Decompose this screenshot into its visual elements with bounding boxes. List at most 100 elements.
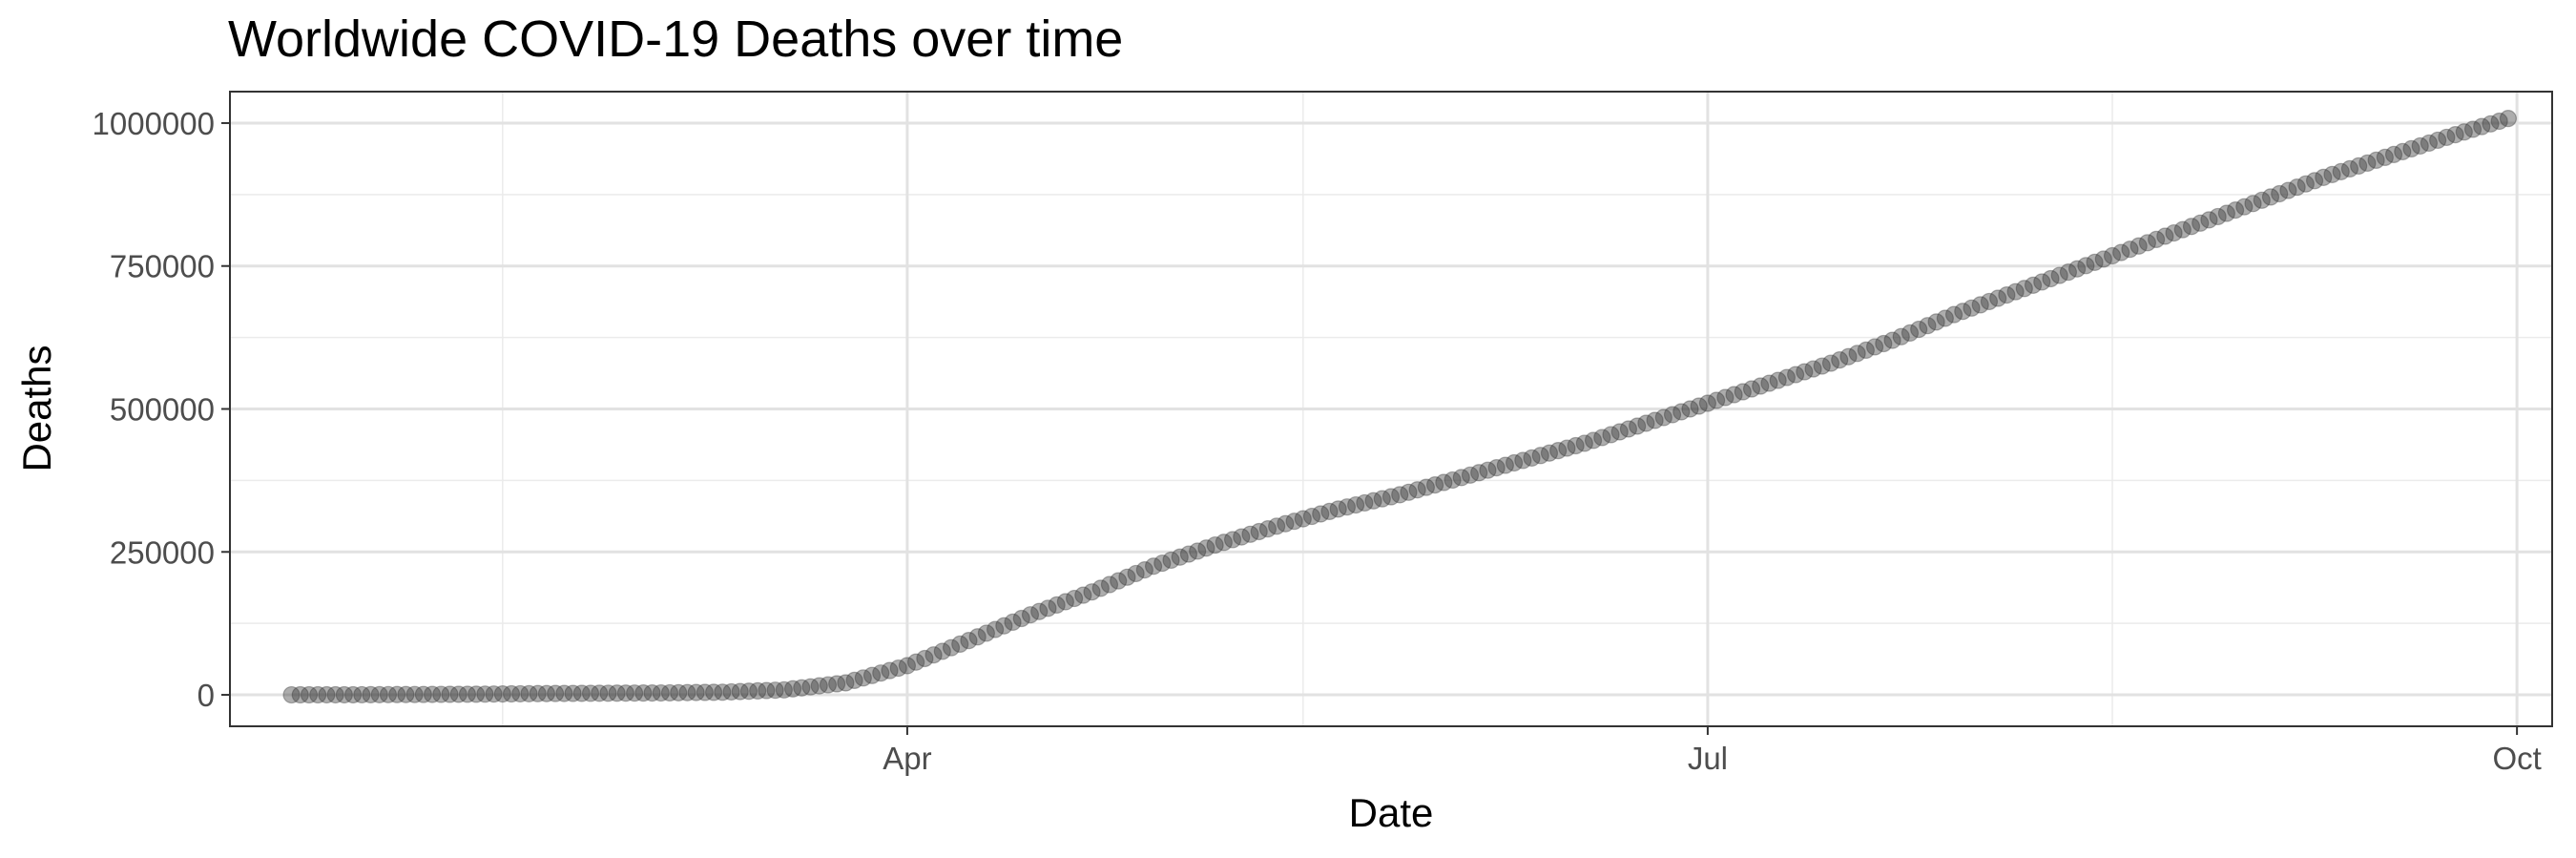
data-point (1144, 557, 1163, 575)
data-point-interpolated (511, 684, 530, 703)
data-point (2129, 237, 2148, 255)
data-point-interpolated (2024, 276, 2043, 294)
data-point (652, 683, 670, 702)
data-point-interpolated (370, 685, 388, 703)
data-point-interpolated (1277, 514, 1295, 533)
data-point-interpolated (1258, 520, 1278, 538)
data-point (343, 685, 363, 704)
data-point-interpolated (1927, 313, 1945, 331)
data-point-interpolated (1654, 408, 1672, 427)
data-point-interpolated (1646, 411, 1664, 429)
data-point-interpolated (335, 685, 353, 704)
data-point-interpolated (2490, 112, 2508, 131)
data-point-interpolated (599, 684, 617, 702)
data-point-interpolated (2473, 117, 2491, 136)
data-point-interpolated (502, 684, 521, 703)
data-point-interpolated (1910, 320, 1928, 339)
data-point-interpolated (2156, 227, 2174, 245)
data-point (2315, 168, 2333, 186)
data-point-interpolated (1777, 368, 1796, 387)
data-point-interpolated (1865, 338, 1884, 356)
data-point-interpolated (1558, 439, 1576, 457)
data-point-interpolated (1505, 453, 1524, 472)
data-point-interpolated (520, 684, 538, 702)
data-point-interpolated (1725, 386, 1743, 404)
data-point (1698, 394, 1717, 412)
data-point-interpolated (881, 661, 899, 680)
data-point-interpolated (2332, 162, 2350, 180)
data-point-interpolated (1734, 383, 1752, 401)
data-point-interpolated (749, 681, 767, 700)
data-point-interpolated (1919, 317, 1937, 335)
data-point-interpolated (353, 685, 371, 704)
data-point-interpolated (1629, 417, 1647, 435)
data-point-interpolated (1012, 609, 1030, 628)
data-point (1206, 535, 1224, 555)
data-point-interpolated (1338, 498, 1357, 516)
data-point-interpolated (1285, 513, 1303, 531)
data-point-interpolated (1742, 380, 1761, 398)
data-point-interpolated (362, 685, 380, 703)
y-axis-title: Deaths (14, 345, 59, 471)
data-point-interpolated (1425, 475, 1444, 494)
data-point-interpolated (2271, 184, 2289, 203)
data-point-interpolated (1320, 502, 1339, 521)
data-point-interpolated (1110, 572, 1128, 590)
data-point-interpolated (1769, 371, 1787, 389)
data-point-interpolated (458, 685, 477, 703)
data-point-interpolated (2235, 198, 2254, 216)
y-tick-label: 0 (197, 678, 215, 713)
data-point (1452, 469, 1470, 487)
data-point (2006, 283, 2025, 301)
data-point (2192, 214, 2210, 232)
data-point (1760, 374, 1778, 392)
data-point-interpolated (1461, 466, 1480, 484)
data-point (837, 674, 855, 692)
data-point-interpolated (1091, 579, 1110, 597)
data-point (529, 684, 547, 702)
data-point-interpolated (388, 685, 406, 703)
data-point-interpolated (1804, 360, 1822, 378)
data-point-interpolated (326, 685, 344, 704)
data-point-interpolated (1171, 548, 1189, 566)
data-point-interpolated (2015, 280, 2033, 298)
data-point-interpolated (2226, 200, 2245, 220)
data-point-interpolated (1197, 539, 1215, 557)
data-point-interpolated (2042, 269, 2060, 288)
data-point-interpolated (1540, 444, 1559, 462)
data-point-interpolated (397, 685, 415, 703)
data-point (775, 680, 793, 699)
data-point-interpolated (854, 669, 872, 687)
data-point-interpolated (2305, 172, 2324, 190)
data-point-interpolated (793, 679, 811, 697)
data-point-interpolated (951, 635, 969, 654)
x-tick-label: Jul (1688, 741, 1728, 776)
data-point-interpolated (2288, 178, 2306, 197)
data-point (714, 683, 732, 701)
data-point-interpolated (739, 682, 758, 701)
data-point-interpolated (537, 684, 556, 702)
data-point-interpolated (1364, 492, 1382, 510)
data-point-interpolated (1672, 403, 1691, 421)
data-point-interpolated (555, 684, 573, 702)
data-point-interpolated (1752, 377, 1770, 395)
data-point-interpolated (696, 683, 714, 701)
data-point-interpolated (2033, 273, 2051, 291)
data-point-interpolated (2165, 223, 2183, 242)
data-point (2253, 191, 2271, 209)
data-point-interpolated (2402, 139, 2420, 158)
data-point-interpolated (1796, 363, 1814, 381)
data-point-interpolated (1892, 327, 1910, 345)
data-point-interpolated (1074, 586, 1092, 604)
data-point-interpolated (722, 682, 740, 701)
data-point-interpolated (2200, 211, 2218, 229)
data-point-interpolated (1848, 345, 1866, 363)
data-point-interpolated (2121, 241, 2139, 259)
y-tick-label: 500000 (110, 392, 215, 428)
data-point (1637, 414, 1655, 432)
data-point-interpolated (1030, 602, 1049, 620)
data-point-interpolated (414, 685, 432, 703)
data-point-interpolated (2384, 145, 2403, 164)
data-point-interpolated (1487, 459, 1506, 477)
